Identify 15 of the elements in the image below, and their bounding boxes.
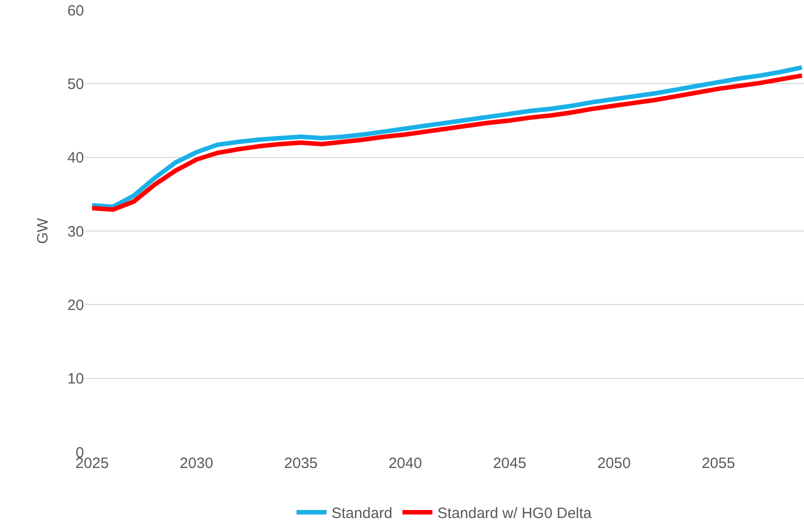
y-tick-label: 50 — [67, 76, 84, 93]
y-axis-title: GW — [34, 217, 52, 244]
y-tick-label: 20 — [67, 296, 84, 314]
y-tick-label: 30 — [67, 223, 84, 240]
x-tick-label: 2035 — [284, 455, 318, 472]
x-tick-label: 2055 — [702, 455, 736, 472]
x-tick-label: 2050 — [597, 455, 631, 472]
x-tick-label: 2040 — [388, 455, 422, 472]
y-tick-label: 60 — [67, 2, 84, 20]
y-tick-label: 40 — [67, 150, 84, 167]
legend-label: Standard — [332, 505, 392, 522]
x-tick-label: 2030 — [180, 455, 214, 472]
legend-label: Standard w/ HG0 Delta — [437, 505, 592, 522]
y-tick-label: 10 — [67, 370, 84, 388]
x-tick-label: 2045 — [492, 455, 526, 472]
